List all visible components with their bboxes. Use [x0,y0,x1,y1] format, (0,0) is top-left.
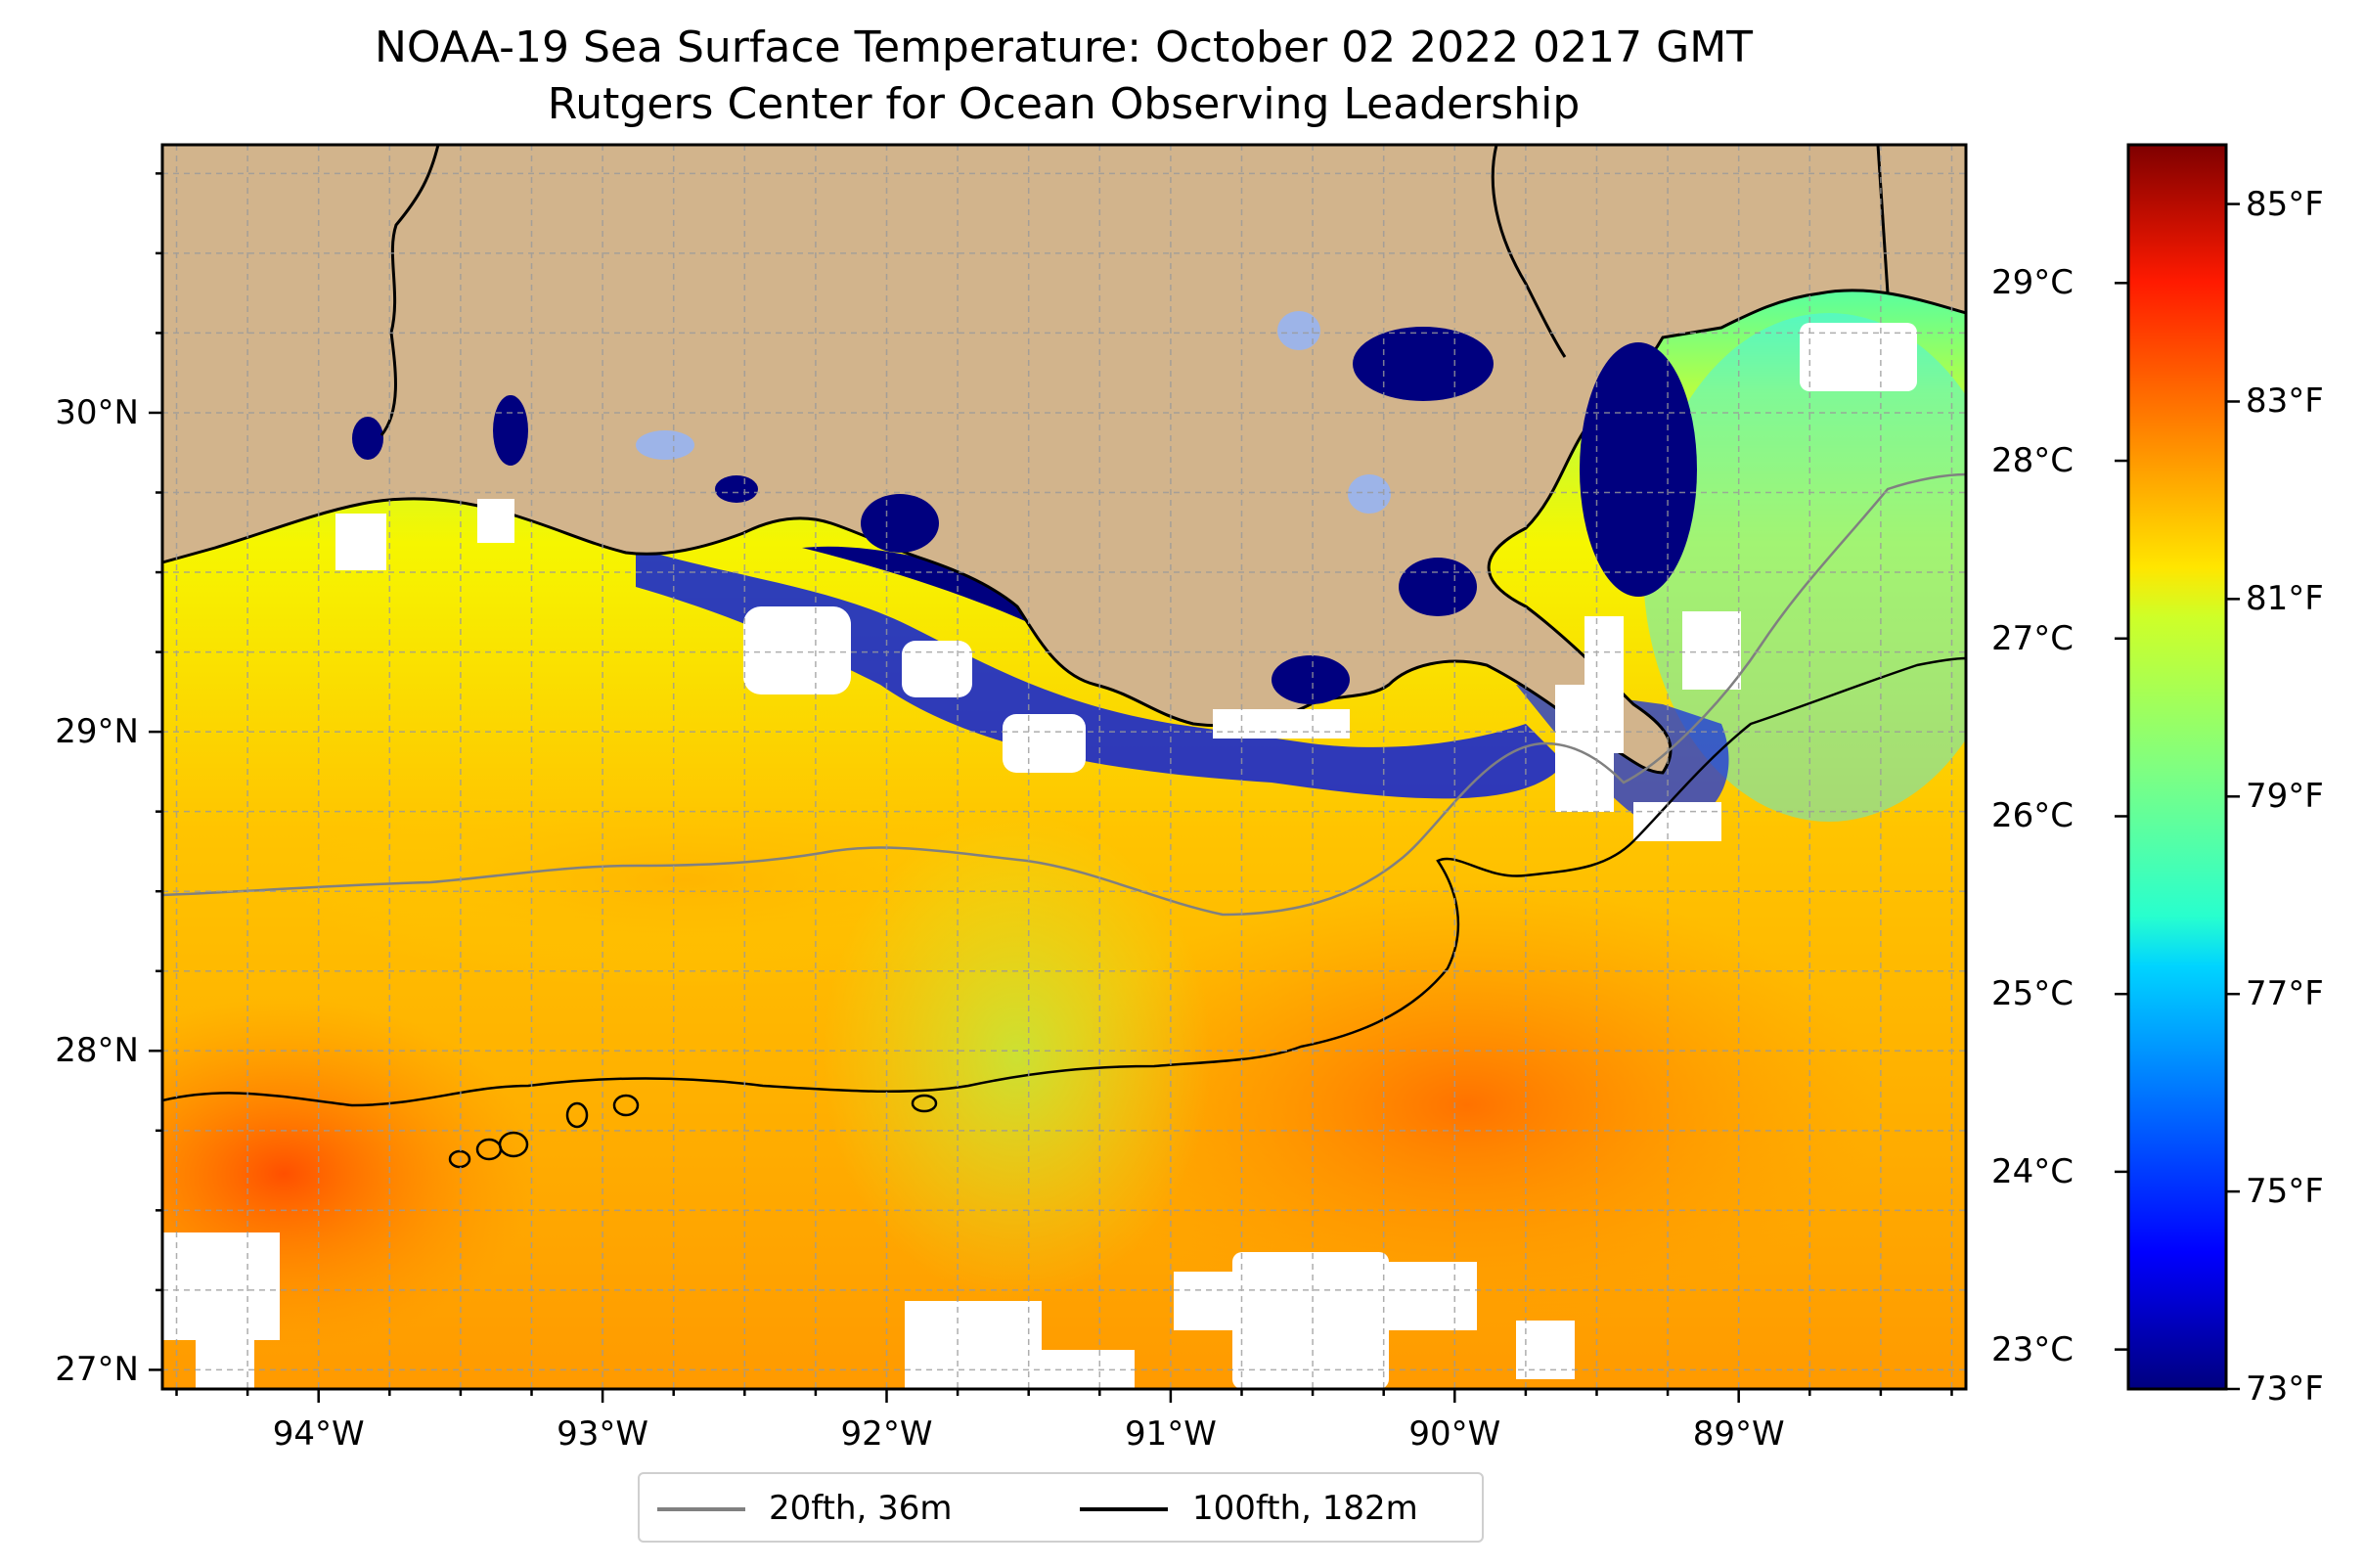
legend-label-20fth: 20fth, 36m [769,1489,953,1528]
colorbar [2126,143,2228,1391]
lat-tick-label: 27°N [55,1350,139,1390]
inland-lakes-light [636,311,1391,514]
gridlines [162,145,1966,1389]
map-frame [160,143,1968,1391]
isobath-20fth [162,472,1966,917]
legend-label-100fth: 100fth, 182m [1192,1489,1418,1528]
colorbar-celsius-label: 24°C [1991,1151,2075,1191]
colorbar-celsius-label: 27°C [1991,618,2075,658]
colorbar-fahrenheit-label: 81°F [2246,579,2324,619]
lon-tick-label: 90°W [1408,1414,1501,1454]
colorbar-fahrenheit-label: 79°F [2246,777,2324,817]
warm-eddy-east [1056,880,1878,1330]
lon-tick-label: 94°W [272,1414,365,1454]
colorbar-celsius-label: 28°C [1991,441,2075,481]
state-borders [379,145,1890,436]
chart-subtitle: Rutgers Center for Ocean Observing Leade… [547,79,1581,129]
colorbar-fahrenheit-label: 83°F [2246,381,2324,422]
isobath-100fth-islands [448,1094,938,1169]
colorbar-fahrenheit-label: 75°F [2246,1172,2324,1212]
colorbar-ticks [2115,202,2240,1391]
colorbar-celsius-label: 26°C [1991,796,2075,836]
lon-tick-label: 92°W [840,1414,933,1454]
cold-coastal-water [636,548,1565,799]
colorbar-celsius-label: 23°C [1991,1329,2075,1369]
land-mass [162,145,1966,775]
lat-tick-label: 30°N [55,392,139,432]
colorbar-fahrenheit-label: 85°F [2246,184,2324,224]
legend-swatch-20fth [657,1507,745,1511]
chart-title: NOAA-19 Sea Surface Temperature: October… [374,22,1754,72]
axis-ticks [149,172,1953,1403]
colorbar-celsius-label: 29°C [1991,263,2075,303]
colorbar-fahrenheit-label: 73°F [2246,1369,2324,1409]
lat-tick-label: 28°N [55,1031,139,1071]
lat-tick-label: 29°N [55,712,139,752]
legend: 20fth, 36m 100fth, 182m [638,1472,1484,1543]
legend-swatch-100fth [1080,1507,1168,1511]
lon-tick-label: 89°W [1692,1414,1785,1454]
lon-tick-label: 93°W [557,1414,649,1454]
cool-filament [822,812,1213,1301]
lon-tick-label: 91°W [1124,1414,1217,1454]
colorbar-fahrenheit-label: 77°F [2246,974,2324,1014]
isobath-100fth [162,656,1966,1107]
cloud-mask [162,323,1917,1389]
colorbar-celsius-label: 25°C [1991,974,2075,1014]
